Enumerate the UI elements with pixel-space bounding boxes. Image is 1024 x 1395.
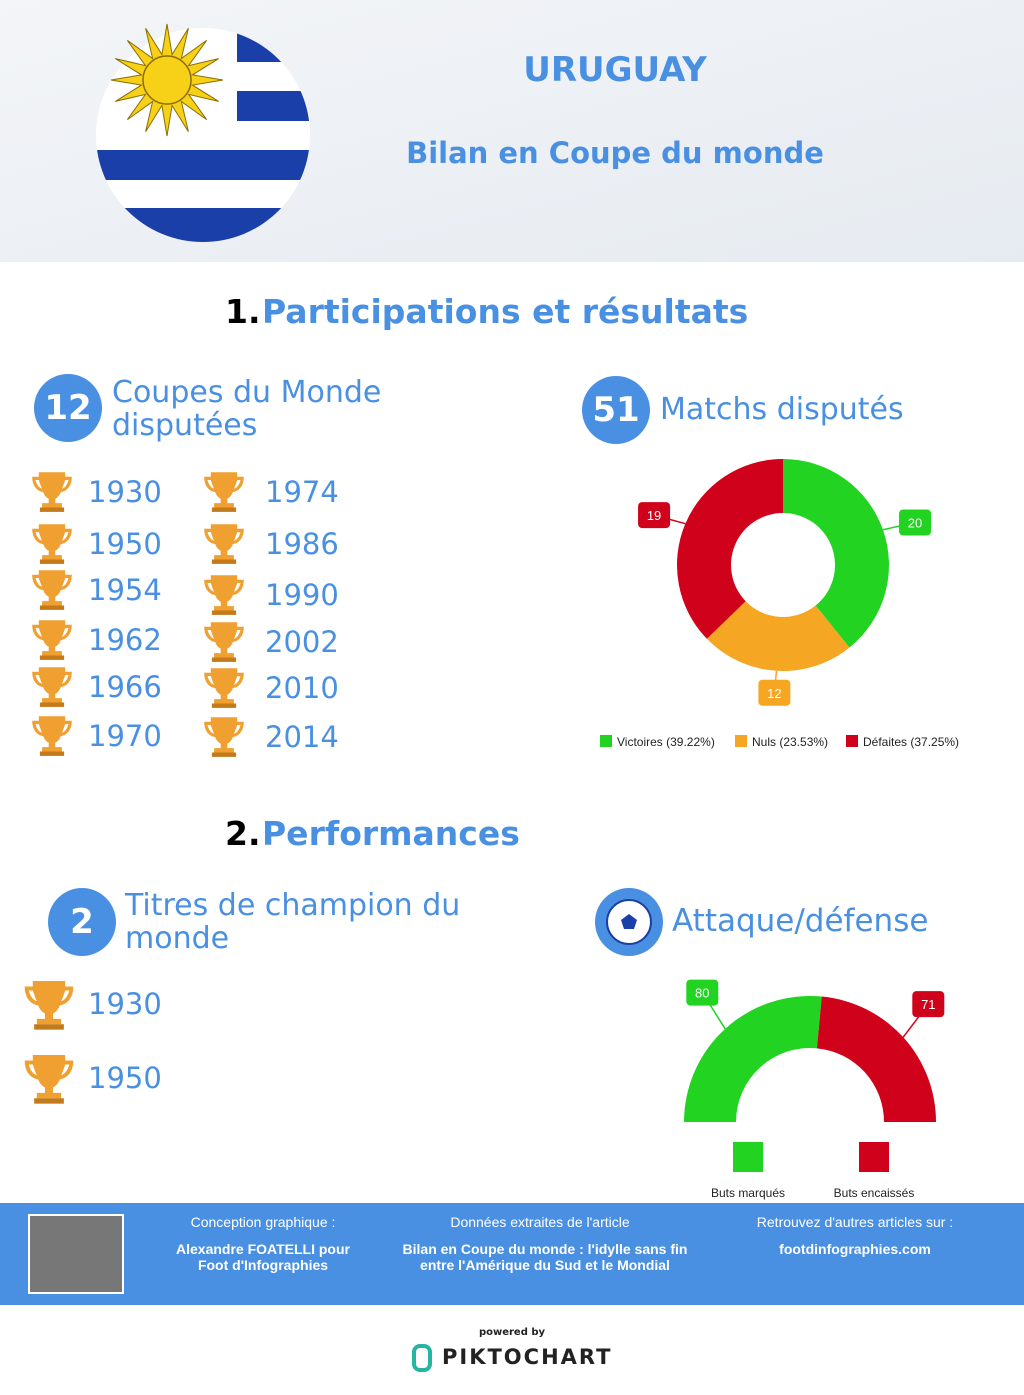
year: 1986 [265, 527, 339, 561]
trophy-icon [32, 472, 72, 512]
legend-label: Buts marqués [711, 1186, 785, 1200]
semi-donut-slice [684, 995, 822, 1122]
trophy-icon [32, 524, 72, 564]
footer-photo [28, 1214, 124, 1294]
data-label: 80 [695, 986, 709, 1001]
trophy-icon [32, 667, 72, 707]
data-label: 20 [908, 515, 922, 530]
count-label: Titres de champion du monde [125, 888, 461, 956]
count-label: Attaque/défense [672, 903, 929, 939]
count-badge: 2 [48, 888, 116, 956]
legend-swatch [735, 735, 747, 747]
legend-label: Victoires (39.22%) [617, 735, 715, 749]
section-title: Performances [262, 814, 520, 853]
data-label: 12 [767, 686, 781, 701]
legend-label: Défaites (37.25%) [863, 735, 959, 749]
subtitle: Bilan en Coupe du monde [406, 136, 824, 170]
data-label: 19 [647, 508, 661, 523]
count-badge: 12 [34, 374, 102, 442]
callout-box [899, 509, 932, 536]
trophy-icon [204, 524, 244, 564]
callout-box [686, 979, 719, 1006]
trophy-icon [32, 620, 72, 660]
trophy-icon [204, 622, 244, 662]
count-badge: 51 [582, 376, 650, 444]
legend-label: Buts encaissés [834, 1186, 915, 1200]
footer-text: Bilan en Coupe du monde : l'idylle sans … [402, 1241, 688, 1273]
pikto-logo [412, 1344, 432, 1372]
year: 1950 [88, 527, 162, 561]
callout-box [912, 991, 945, 1018]
data-label: 71 [921, 997, 935, 1012]
semi-donut-slice [816, 996, 936, 1122]
year: 1950 [88, 1061, 162, 1095]
section-number: 2. [225, 814, 261, 853]
ball-patch [621, 914, 637, 929]
trophy-icon [32, 570, 72, 610]
powered-by: powered by [478, 1327, 546, 1338]
year: 2002 [265, 625, 339, 659]
year: 1930 [88, 987, 162, 1021]
footer-text: footdinfographies.com [779, 1241, 931, 1257]
callout-box [758, 679, 791, 706]
year: 1930 [88, 475, 162, 509]
count-label: Coupes du Monde disputées [112, 375, 382, 443]
trophy-icon [204, 717, 244, 757]
footer-band [0, 1203, 1024, 1305]
callout-box [638, 502, 671, 529]
footer-heading: Conception graphique : [190, 1214, 336, 1230]
legend-swatch [846, 735, 858, 747]
trophy-icon [32, 716, 72, 756]
trophy-icon [204, 668, 244, 708]
brand: PIKTOCHART [442, 1345, 613, 1369]
year: 2010 [265, 671, 339, 705]
year: 1974 [265, 475, 339, 509]
year: 1966 [88, 670, 162, 704]
title: URUGUAY [523, 50, 707, 90]
flag-stripe [237, 91, 310, 121]
year: 1990 [265, 578, 339, 612]
year: 1954 [88, 573, 162, 607]
section-title: Participations et résultats [262, 292, 749, 331]
trophy-icon [204, 472, 244, 512]
section-number: 1. [225, 292, 261, 331]
trophy-icon [24, 981, 74, 1030]
year: 2014 [265, 720, 339, 754]
year: 1970 [88, 719, 162, 753]
sun-face [142, 55, 192, 105]
legend-swatch [600, 735, 612, 747]
footer-heading: Retrouvez d'autres articles sur : [756, 1214, 954, 1230]
year: 1962 [88, 623, 162, 657]
donut-slice [783, 459, 889, 648]
donut-slice [676, 459, 783, 639]
legend-swatch [733, 1142, 763, 1172]
legend-label: Nuls (23.53%) [752, 735, 828, 749]
footer-heading: Données extraites de l'article [450, 1214, 630, 1230]
trophy-icon [204, 575, 244, 615]
legend-swatch [859, 1142, 889, 1172]
footer-text: Alexandre FOATELLI pour Foot d'Infograph… [176, 1241, 350, 1273]
flag-stripe [96, 150, 310, 180]
count-label: Matchs disputés [660, 392, 904, 427]
donut-slice [706, 601, 850, 671]
trophy-icon [24, 1055, 74, 1104]
sun [110, 23, 224, 137]
